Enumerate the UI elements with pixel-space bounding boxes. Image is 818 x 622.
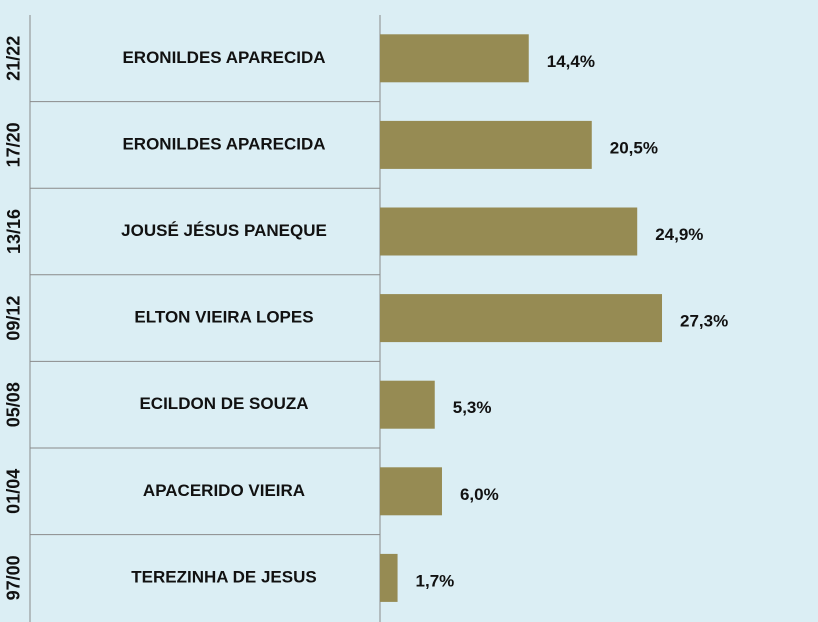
category-label: ELTON VIEIRA LOPES [134,308,313,327]
category-label: ERONILDES APARECIDA [122,48,325,67]
bar [380,207,638,256]
value-label: 20,5% [610,138,658,157]
period-label: 97/00 [4,555,24,600]
category-label: APACERIDO VIEIRA [143,481,305,500]
category-label: JOUSÉ JÉSUS PANEQUE [121,221,327,240]
category-label: TEREZINHA DE JESUS [131,567,316,586]
period-label: 17/20 [4,122,24,167]
value-label: 24,9% [655,225,703,244]
category-label: ERONILDES APARECIDA [122,134,325,153]
value-label: 5,3% [453,398,492,417]
bar [380,294,663,343]
period-label: 09/12 [4,296,24,341]
value-label: 1,7% [416,571,455,590]
value-label: 6,0% [460,485,499,504]
bar [380,380,435,429]
bar [380,34,529,83]
period-label: 01/04 [4,469,24,514]
period-label: 05/08 [4,382,24,427]
bar [380,467,442,516]
value-label: 14,4% [547,52,595,71]
category-label: ECILDON DE SOUZA [139,394,308,413]
bar [380,120,592,169]
bar [380,553,398,602]
period-label: 13/16 [4,209,24,254]
value-label: 27,3% [680,312,728,331]
period-label: 21/22 [4,36,24,81]
